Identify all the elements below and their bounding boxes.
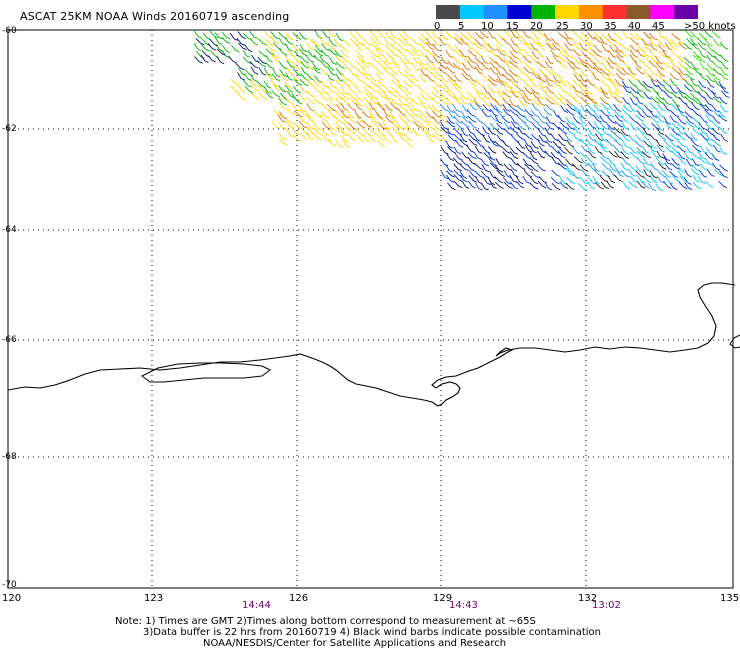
wind-barb-group <box>440 78 730 191</box>
time-label: 13:02 <box>592 600 621 611</box>
lat-label: -66 <box>2 335 17 345</box>
colorbar-swatch <box>578 5 604 19</box>
colorbar-label: 5 <box>458 21 465 32</box>
lon-label: 132 <box>578 593 598 604</box>
time-label: 14:44 <box>242 600 271 611</box>
time-label: 14:43 <box>449 600 478 611</box>
wind-barbs <box>193 30 730 192</box>
lat-label: -70 <box>2 580 17 590</box>
coastline <box>7 282 736 407</box>
lon-label: 120 <box>2 593 22 604</box>
colorbar-swatch <box>531 5 556 19</box>
map-title: ASCAT 25KM NOAA Winds 20160719 ascending <box>20 10 290 23</box>
note-line: NOAA/NESDIS/Center for Satellite Applica… <box>203 638 507 649</box>
wind-barb-group <box>684 30 729 81</box>
wind-barb-group <box>230 30 688 148</box>
lat-label: -60 <box>2 26 17 36</box>
colorbar-swatch <box>602 5 628 19</box>
colorbar-swatch <box>626 5 651 19</box>
note-line: 3)Data buffer is 22 hrs from 20160719 4)… <box>143 627 601 638</box>
colorbar-label: 10 <box>481 21 494 32</box>
colorbar-label: >50 knots <box>684 21 736 32</box>
colorbar-label: 20 <box>530 21 543 32</box>
wind-barb-group <box>194 31 567 191</box>
colorbar-label: 45 <box>652 21 665 32</box>
colorbar-label: 0 <box>434 21 441 32</box>
colorbar-swatch <box>436 5 461 19</box>
wind-barb-group <box>564 126 667 190</box>
colorbar-label: 15 <box>506 21 519 32</box>
note-line: Note: 1) Times are GMT 2)Times along bot… <box>115 616 536 627</box>
colorbar-swatch <box>459 5 485 19</box>
colorbar-swatch <box>650 5 675 19</box>
colorbar-swatch <box>674 5 698 19</box>
lon-label: 126 <box>289 593 309 604</box>
lat-label: -68 <box>2 452 17 462</box>
lon-label: 129 <box>433 593 453 604</box>
wind-barb-group <box>439 102 667 192</box>
colorbar-swatch <box>507 5 532 19</box>
wind-barb-group <box>193 30 729 107</box>
colorbar-label: 35 <box>604 21 617 32</box>
lon-label: 123 <box>144 593 164 604</box>
wind-speed-colorbar <box>436 5 698 19</box>
colorbar-label: 40 <box>628 21 641 32</box>
wind-barb-group <box>277 30 688 130</box>
map-frame <box>7 29 734 589</box>
colorbar-label: 25 <box>556 21 569 32</box>
colorbar-label: 30 <box>580 21 593 32</box>
colorbar-swatch <box>555 5 580 19</box>
coastline-island <box>141 362 271 383</box>
lat-label: -64 <box>2 225 17 235</box>
lon-label: 135 <box>720 593 740 604</box>
wind-barb-group <box>559 102 728 192</box>
colorbar-swatch <box>483 5 508 19</box>
graticule <box>8 30 733 588</box>
coastline-east <box>729 334 740 349</box>
lat-label: -62 <box>2 124 17 134</box>
